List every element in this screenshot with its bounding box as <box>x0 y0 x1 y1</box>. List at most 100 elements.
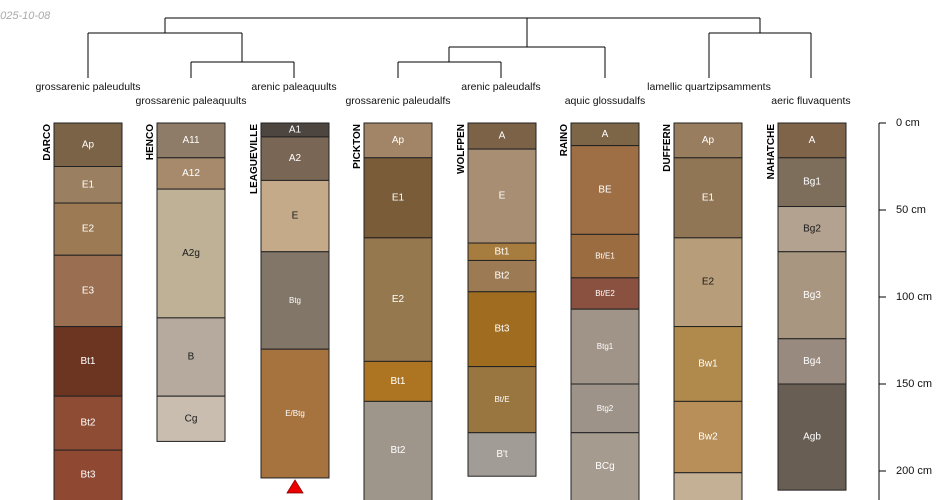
horizon-label: E1 <box>702 192 715 203</box>
horizon-label: Ap <box>392 135 405 146</box>
horizon-label: Bt1 <box>390 376 405 387</box>
profile-name: NAHATCHE <box>766 124 777 180</box>
horizon-label: A12 <box>182 168 200 179</box>
profile-name: HENCO <box>145 124 156 160</box>
profile-henco: HENCO A11 A12 A2g B Cg <box>145 122 226 442</box>
horizon <box>53 122 123 167</box>
horizon <box>53 254 123 328</box>
horizon-label: E/Btg <box>285 409 305 418</box>
horizon-label: Btg <box>289 296 301 305</box>
horizon <box>777 157 847 208</box>
horizon-label: A11 <box>182 135 199 146</box>
horizon-label: Bt3 <box>80 470 95 481</box>
horizon-label: E2 <box>702 277 715 288</box>
horizon <box>467 148 537 244</box>
profile-name: DARCO <box>42 124 53 161</box>
horizon-label: Bt2 <box>390 445 405 456</box>
horizon-label: Cg <box>185 413 198 424</box>
horizon <box>777 251 847 340</box>
horizon-label: Agb <box>803 432 821 443</box>
horizon <box>53 449 123 500</box>
depth-tick-label: 200 cm <box>896 465 932 477</box>
taxon-label: lamellic quartzipsamments <box>647 81 771 93</box>
horizon-label: E2 <box>82 224 95 235</box>
taxon-label: aquic glossudalfs <box>565 95 646 107</box>
taxon-label: arenic paleaquults <box>251 81 336 93</box>
taxon-label: grossarenic paleudults <box>35 81 140 93</box>
horizon-label: Btg1 <box>597 342 614 351</box>
horizon-label: B <box>188 352 195 363</box>
horizon-label: Bg1 <box>803 177 821 188</box>
horizon <box>570 233 640 279</box>
horizon <box>156 188 226 319</box>
profile-leagueville: LEAGUEVILLE A1 A2 E Btg E/Btg <box>249 122 330 494</box>
horizon <box>363 400 433 500</box>
horizon-label: A <box>602 129 609 140</box>
taxon-label: grossarenic paleaquults <box>136 95 247 107</box>
profile-raino: RAINO A BE Bt/E1 Bt/E2 Btg1 Btg2 BCg <box>559 122 640 500</box>
profile-name: PICKTON <box>352 124 363 169</box>
depth-tick-label: 50 cm <box>896 204 926 216</box>
horizon-label: A1 <box>289 124 302 135</box>
horizon-label: Bt1 <box>80 356 95 367</box>
horizon-label: Bw2 <box>698 432 718 443</box>
profile-darco: DARCO Ap E1 E2 E3 Bt1 Bt2 Bt3 <box>42 122 123 500</box>
horizon <box>260 136 330 181</box>
horizon <box>53 202 123 256</box>
horizon-label: Bt/E1 <box>595 252 615 261</box>
horizon <box>156 122 226 159</box>
profile-name: RAINO <box>559 124 570 156</box>
horizon-label: Bt/E <box>494 395 509 404</box>
depth-tick-label: 0 cm <box>896 117 920 129</box>
profile-wolfpen: WOLFPEN A E Bt1 Bt2 Bt3 Bt/E B't <box>456 122 537 477</box>
dendrogram <box>87 17 812 78</box>
horizon-label: BCg <box>595 461 614 472</box>
date-stamp: 2025-10-08 <box>0 10 51 22</box>
horizon-label: Bw1 <box>698 358 718 369</box>
horizon <box>673 400 743 474</box>
horizon-label: Bt2 <box>80 418 95 429</box>
horizon-label: E1 <box>82 179 95 190</box>
horizon-label: A <box>809 135 816 146</box>
horizon-label: BE <box>598 184 612 195</box>
horizon-label: A2g <box>182 248 200 259</box>
horizon <box>260 251 330 350</box>
profile-name: DUFFERN <box>662 124 673 172</box>
horizon <box>156 395 226 442</box>
horizon-label: E1 <box>392 192 405 203</box>
horizon-label: Bt/E2 <box>595 289 615 298</box>
horizon <box>363 157 433 239</box>
horizon <box>570 432 640 500</box>
depth-axis: 0 cm 50 cm 100 cm 150 cm 200 cm <box>878 117 932 500</box>
horizon-label: Bg4 <box>803 356 821 367</box>
profile-name: WOLFPEN <box>456 124 467 174</box>
taxon-label: aeric fluvaquents <box>771 95 850 107</box>
horizon <box>260 348 330 479</box>
horizon <box>156 317 226 397</box>
profile-duffern: DUFFERN Ap E1 E2 Bw1 Bw2 <box>662 122 743 500</box>
taxonomy-labels: grossarenic paleudults grossarenic palea… <box>35 81 850 107</box>
horizon <box>53 326 123 397</box>
horizon-label: Bt1 <box>494 246 509 257</box>
horizon <box>363 122 433 159</box>
horizon <box>363 237 433 362</box>
horizon <box>467 366 537 434</box>
horizon <box>673 157 743 239</box>
horizon-label: A <box>499 131 506 142</box>
horizon <box>673 472 743 500</box>
horizon-label: Bt3 <box>494 324 509 335</box>
horizon-label: Bg2 <box>803 224 821 235</box>
taxon-label: grossarenic paleudalfs <box>345 95 450 107</box>
horizon-label: A2 <box>289 153 302 164</box>
horizon <box>467 432 537 477</box>
truncation-marker-icon <box>286 479 304 494</box>
horizon-label: Ap <box>82 139 95 150</box>
horizon <box>467 259 537 293</box>
profile-pickton: PICKTON Ap E1 E2 Bt1 Bt2 <box>352 122 433 500</box>
horizon <box>673 326 743 402</box>
horizon <box>53 166 123 204</box>
horizon <box>570 277 640 310</box>
taxon-label: arenic paleudalfs <box>461 81 540 93</box>
horizon-label: E2 <box>392 294 405 305</box>
